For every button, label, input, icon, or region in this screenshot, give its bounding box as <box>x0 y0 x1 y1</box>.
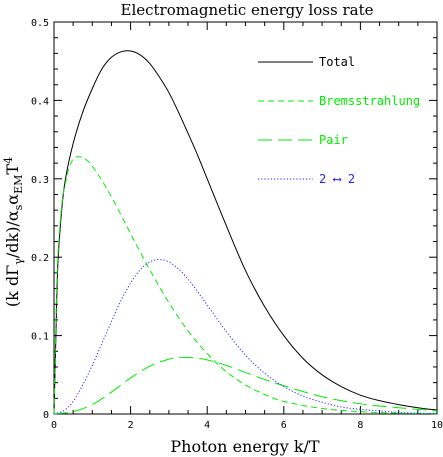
y-axis-title-part-d: T <box>3 164 22 175</box>
series-line-two-to-two <box>53 259 438 415</box>
y-axis-title-sup-4: 4 <box>2 157 15 164</box>
y-tick-label: 0 <box>43 410 49 421</box>
y-axis-title-sub-gamma: γ <box>12 258 25 265</box>
x-axis-title: Photon energy k/T <box>170 437 320 456</box>
chart-legend: Total Bremsstrahlung Pair 2 ⟷ 2 <box>258 55 420 186</box>
legend-label-pair: Pair <box>319 133 348 147</box>
y-tick-label: 0.3 <box>31 175 49 186</box>
series-line-bremsstrahlung <box>53 156 438 415</box>
y-tick-label: 0.2 <box>31 253 49 264</box>
y-axis-title: (k dΓγ/dk)/αsαEMT4 <box>2 157 25 307</box>
x-tick-label: 4 <box>204 420 210 431</box>
plot-frame <box>53 21 438 415</box>
y-tick-label: 0.4 <box>31 96 49 107</box>
axis-ticks: 0 2 4 6 8 10 0 0.1 0.2 0.3 0.4 0.5 <box>31 18 443 431</box>
x-tick-label: 0 <box>51 420 57 431</box>
y-tick-label: 0.5 <box>31 18 49 29</box>
y-axis-title-sub-em: EM <box>12 175 25 194</box>
data-curves <box>53 50 438 415</box>
x-tick-label: 10 <box>431 420 443 431</box>
series-line-pair <box>53 356 438 415</box>
chart-title: Electromagnetic energy loss rate <box>121 1 374 19</box>
y-axis-title-part-a: (k dΓ <box>3 265 22 307</box>
legend-label-total: Total <box>319 55 355 69</box>
y-axis-title-part-b: /dk)/α <box>3 210 22 258</box>
plot-border <box>53 21 438 415</box>
x-tick-label: 6 <box>281 420 287 431</box>
legend-label-two-to-two: 2 ⟷ 2 <box>319 172 355 186</box>
x-tick-label: 8 <box>357 420 363 431</box>
y-axis-title-part-c: α <box>3 194 22 205</box>
y-tick-label: 0.1 <box>31 332 49 343</box>
x-tick-label: 2 <box>128 420 134 431</box>
legend-label-bremsstrahlung: Bremsstrahlung <box>319 94 420 108</box>
series-line-total <box>53 50 438 415</box>
y-axis-title-sub-s: s <box>12 204 25 210</box>
